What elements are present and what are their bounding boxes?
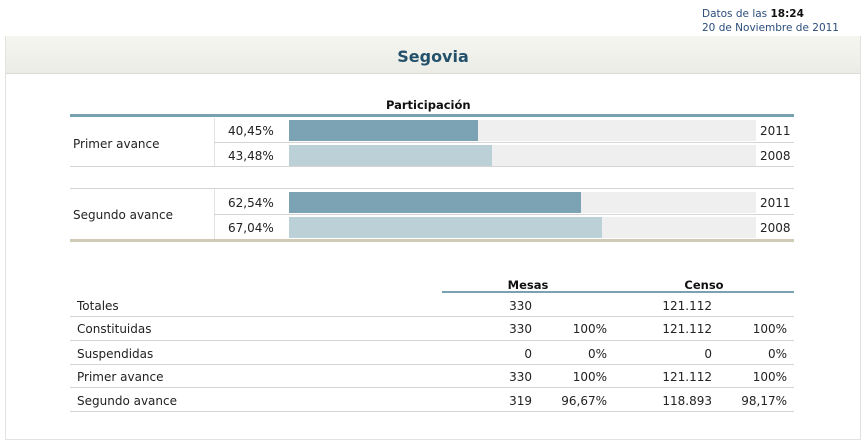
participation-year: 2011	[760, 124, 791, 138]
participation-bar-track	[289, 120, 756, 141]
participation-bar-2011	[289, 120, 478, 141]
participation-pct: 40,45%	[228, 124, 274, 138]
mesas-percent: 100%	[572, 322, 607, 336]
page-title: Segovia	[397, 47, 469, 66]
row-divider	[214, 214, 794, 215]
table-row-divider	[70, 411, 794, 412]
table-header-rule	[442, 291, 794, 293]
data-timestamp: Datos de las 18:24 20 de Noviembre de 20…	[702, 7, 839, 35]
participation-year: 2008	[760, 221, 791, 235]
censo-count: 121.112	[662, 299, 712, 313]
participation-bar-track	[289, 145, 756, 166]
mesas-count: 330	[509, 299, 532, 313]
table-row-label: Primer avance	[77, 370, 164, 384]
mesas-count: 330	[509, 370, 532, 384]
participation-bar-track	[289, 217, 756, 238]
table-row-divider	[70, 340, 794, 341]
mesas-percent: 0%	[587, 347, 607, 361]
mesas-percent: 100%	[572, 370, 607, 384]
group-label-primer-avance: Primer avance	[73, 137, 160, 151]
participation-pct: 43,48%	[228, 149, 274, 163]
group-label-segundo-avance: Segundo avance	[73, 208, 173, 222]
table-row-divider	[70, 316, 794, 317]
censo-percent: 98,17%	[741, 394, 787, 408]
table-row-label: Constituidas	[77, 322, 152, 336]
censo-percent: 100%	[752, 322, 787, 336]
censo-percent: 100%	[752, 370, 787, 384]
participation-footer-rule	[70, 239, 794, 242]
table-row-divider	[70, 364, 794, 365]
participation-bar-2008	[289, 145, 493, 166]
table-row-divider	[70, 387, 794, 388]
panel-header: Segovia	[6, 36, 860, 74]
participation-bar-2011	[289, 192, 582, 213]
table-row-label: Segundo avance	[77, 394, 177, 408]
column-header-censo: Censo	[684, 278, 724, 292]
participation-year: 2011	[760, 196, 791, 210]
censo-count: 118.893	[662, 394, 712, 408]
group-divider-top	[70, 188, 794, 189]
participation-pct: 62,54%	[228, 196, 274, 210]
timestamp-date: 20 de Noviembre de 2011	[702, 22, 839, 34]
censo-percent: 0%	[767, 347, 787, 361]
censo-count: 121.112	[662, 370, 712, 384]
results-panel: Segovia	[5, 36, 861, 440]
table-row-label: Totales	[77, 299, 119, 313]
participation-heading: Participación	[386, 98, 471, 112]
timestamp-prefix: Datos de las	[702, 8, 768, 20]
mesas-count: 319	[509, 394, 532, 408]
timestamp-time: 18:24	[770, 8, 804, 20]
mesas-count: 330	[509, 322, 532, 336]
mesas-count: 0	[524, 347, 532, 361]
censo-count: 0	[704, 347, 712, 361]
group-divider-bottom	[70, 166, 794, 167]
participation-bar-2008	[289, 217, 603, 238]
row-divider	[214, 142, 794, 143]
participation-header-rule	[70, 114, 794, 117]
participation-pct: 67,04%	[228, 221, 274, 235]
column-header-mesas: Mesas	[507, 278, 549, 292]
table-row-label: Suspendidas	[77, 347, 154, 361]
participation-year: 2008	[760, 149, 791, 163]
participation-bar-track	[289, 192, 756, 213]
censo-count: 121.112	[662, 322, 712, 336]
mesas-percent: 96,67%	[561, 394, 607, 408]
